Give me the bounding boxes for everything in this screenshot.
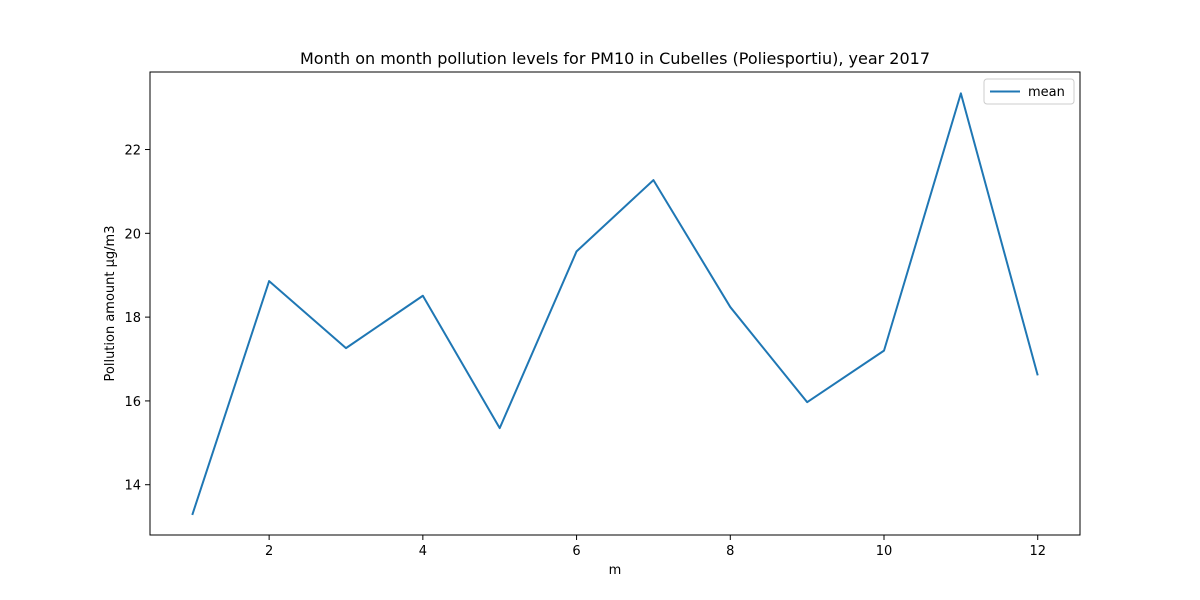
series-line-mean: [191, 92, 1039, 516]
y-axis: 14 16 18 20 22: [124, 144, 150, 494]
legend-label: mean: [1028, 85, 1065, 100]
x-axis: 2 4 6 8 10 12: [265, 535, 1046, 559]
chart-title: Month on month pollution levels for PM10…: [300, 49, 930, 68]
y-tick-label: 16: [124, 395, 141, 410]
y-axis-label: Pollution amount µg/m3: [103, 226, 118, 382]
x-tick-label: 2: [265, 544, 273, 559]
x-tick-label: 10: [876, 544, 893, 559]
y-tick-label: 14: [124, 479, 141, 494]
x-axis-label: m: [609, 563, 622, 578]
y-tick-label: 22: [124, 144, 141, 159]
plot-area: [149, 71, 1081, 536]
series-layer: [191, 92, 1039, 516]
x-tick-label: 6: [572, 544, 580, 559]
y-tick-label: 18: [124, 311, 141, 326]
y-tick-label: 20: [124, 227, 141, 242]
x-tick-label: 12: [1029, 544, 1046, 559]
x-tick-label: 4: [419, 544, 427, 559]
legend-box: [983, 78, 1075, 105]
x-tick-label: 8: [726, 544, 734, 559]
legend: mean: [983, 78, 1075, 105]
